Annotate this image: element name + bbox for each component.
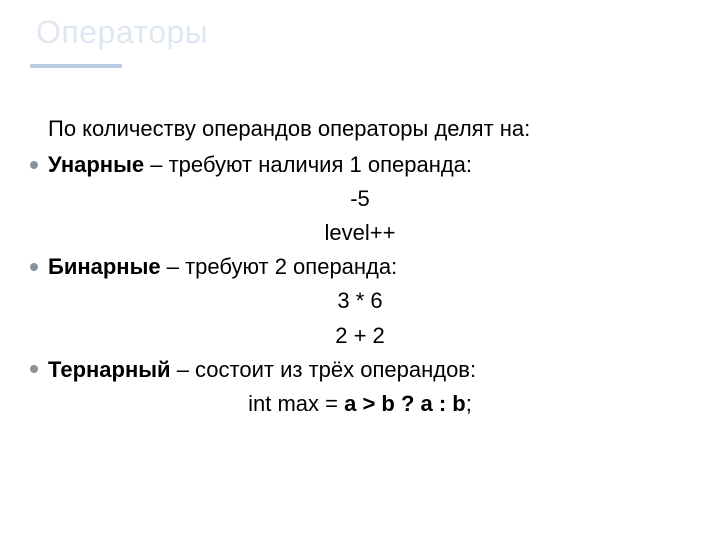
example-suffix: ; bbox=[466, 391, 472, 416]
example-line: level++ bbox=[30, 216, 690, 250]
term-desc: – требуют 2 операнда: bbox=[161, 254, 398, 279]
term-desc: – состоит из трёх операндов: bbox=[171, 357, 477, 382]
example-line: 3 * 6 bbox=[30, 284, 690, 318]
operator-list: Унарные – требуют наличия 1 операнда: -5… bbox=[30, 148, 690, 421]
example-line: -5 bbox=[30, 182, 690, 216]
term-desc: – требуют наличия 1 операнда: bbox=[144, 152, 472, 177]
term: Унарные bbox=[48, 152, 144, 177]
example-prefix: int max = bbox=[248, 391, 344, 416]
list-item: Тернарный – состоит из трёх операндов: bbox=[30, 353, 690, 387]
example-line: 2 + 2 bbox=[30, 319, 690, 353]
slide-ghost-title: Операторы bbox=[36, 14, 208, 51]
list-item: Бинарные – требуют 2 операнда: bbox=[30, 250, 690, 284]
example-line: int max = a > b ? a : b; bbox=[30, 387, 690, 421]
term: Бинарные bbox=[48, 254, 161, 279]
example-bold: a > b ? a : b bbox=[344, 391, 466, 416]
term: Тернарный bbox=[48, 357, 171, 382]
title-underline bbox=[30, 64, 122, 68]
intro-text: По количеству операндов операторы делят … bbox=[48, 112, 690, 146]
slide-content: По количеству операндов операторы делят … bbox=[30, 112, 690, 421]
list-item: Унарные – требуют наличия 1 операнда: bbox=[30, 148, 690, 182]
